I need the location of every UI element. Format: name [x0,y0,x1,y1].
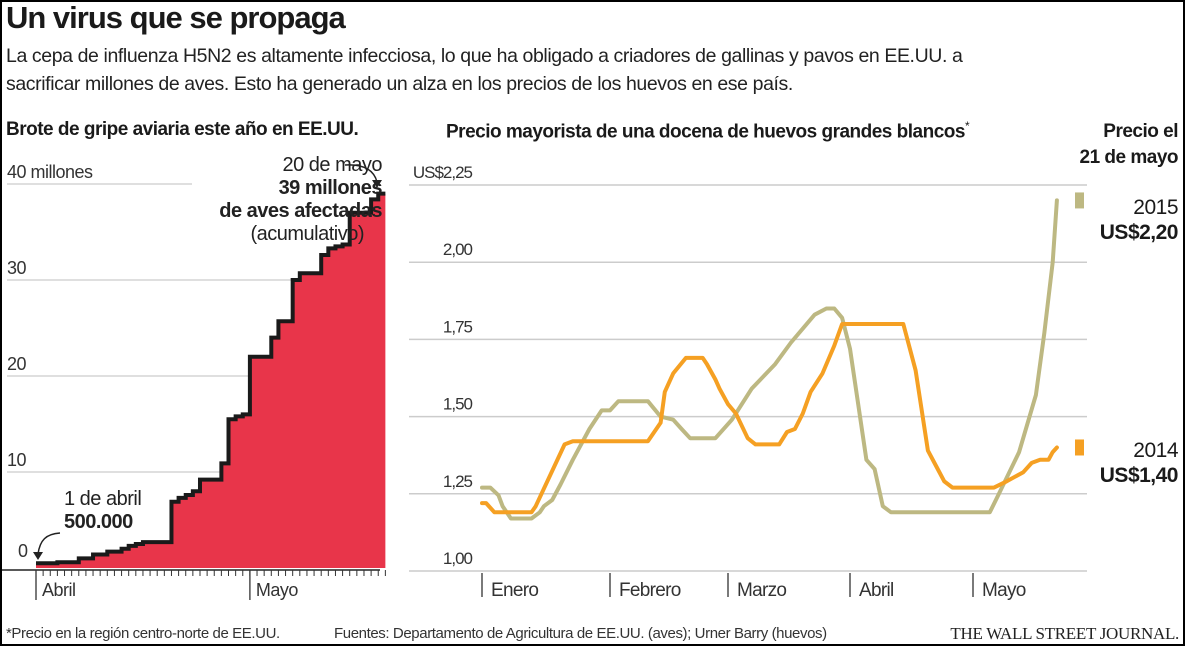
egg-price-chart: 1,00 1,25 1,50 1,75 2,00 US$2,25 Enero Febrero M… [409,163,1087,601]
y-tick-label: 1,50 [443,395,473,414]
x-tick-label: Mayo [982,580,1026,601]
legend-2014-price: US$1,40 [1099,464,1179,487]
x-tick-label: Abril [42,580,76,600]
end-annotation-date: 20 de mayo [282,154,382,176]
footnote-mark: * [964,119,970,133]
y-tick-label: 30 [7,258,27,278]
start-annotation-value: 500.000 [64,511,133,533]
y-tick-label: 2,00 [443,240,473,259]
x-tick-label: Mayo [256,580,299,600]
legend-title-line-2: 21 de mayo [1079,147,1179,168]
cumulative-step-line [36,191,386,566]
start-arrowhead-icon [33,552,43,560]
legend-2015-price: US$2,20 [1099,221,1179,244]
start-annotation: 1 de abril 500.000 [64,488,142,534]
bird-outbreak-chart: 0 10 20 30 40 millones Abril Mayo [2,162,386,600]
legend-swatch-2014 [1075,439,1084,456]
y-tick-label: 1,00 [443,549,473,568]
legend-2015: 2015 US$2,20 [1099,195,1179,245]
right-chart-title: Precio mayorista de una docena de huevos… [446,119,970,143]
start-annotation-date: 1 de abril [64,488,142,510]
y-tick-label: 40 millones [7,162,93,182]
y-tick-label: 0 [18,541,28,561]
right-chart-title-text: Precio mayorista de una docena de huevos… [446,121,965,143]
end-arrowhead-icon [372,180,382,188]
left-chart-title: Brote de gripe aviaria este año en EE.UU… [6,119,359,140]
wsj-logo: THE WALL STREET JOURNAL. [950,624,1179,643]
footnote: *Precio en la región centro-norte de EE.… [6,625,280,642]
x-tick-label: Febrero [619,580,681,601]
subtitle-line-2: sacrificar millones de aves. Esto ha gen… [6,73,793,95]
legend-2015-year: 2015 [1133,196,1178,219]
legend-2014-year: 2014 [1133,439,1178,462]
legend-title-line-1: Precio el [1103,121,1178,142]
end-annotation-value: 39 millones [278,177,383,199]
y-tick-label: 20 [7,354,27,374]
cumulative-area [36,193,386,568]
series-line-2014 [480,322,1059,515]
y-tick-label: 1,25 [443,472,473,491]
x-tick-label: Enero [491,580,538,601]
x-tick-label: Abril [859,580,894,601]
end-arrow-line [344,164,378,183]
subtitle-line-1: La cepa de influenza H5N2 es altamente i… [6,45,963,67]
end-annotation: 20 de mayo 39 millones de aves afectadas… [219,154,382,246]
page-title: Un virus que se propaga [6,2,346,35]
y-tick-label: US$2,25 [413,163,473,182]
legend-2014: 2014 US$1,40 [1099,438,1179,488]
end-annotation-value-2: de aves afectadas [219,200,382,222]
sources: Fuentes: Departamento de Agricultura de … [334,625,827,642]
x-tick-label: Marzo [737,580,786,601]
legend-title: Precio el 21 de mayo [1080,119,1179,171]
end-annotation-note: (acumulativo) [250,223,364,245]
series-line-2015 [480,198,1059,521]
legend-swatch-2015 [1075,192,1084,209]
y-tick-label: 1,75 [443,317,473,336]
y-tick-label: 10 [7,450,27,470]
start-arrow-line [37,532,61,555]
